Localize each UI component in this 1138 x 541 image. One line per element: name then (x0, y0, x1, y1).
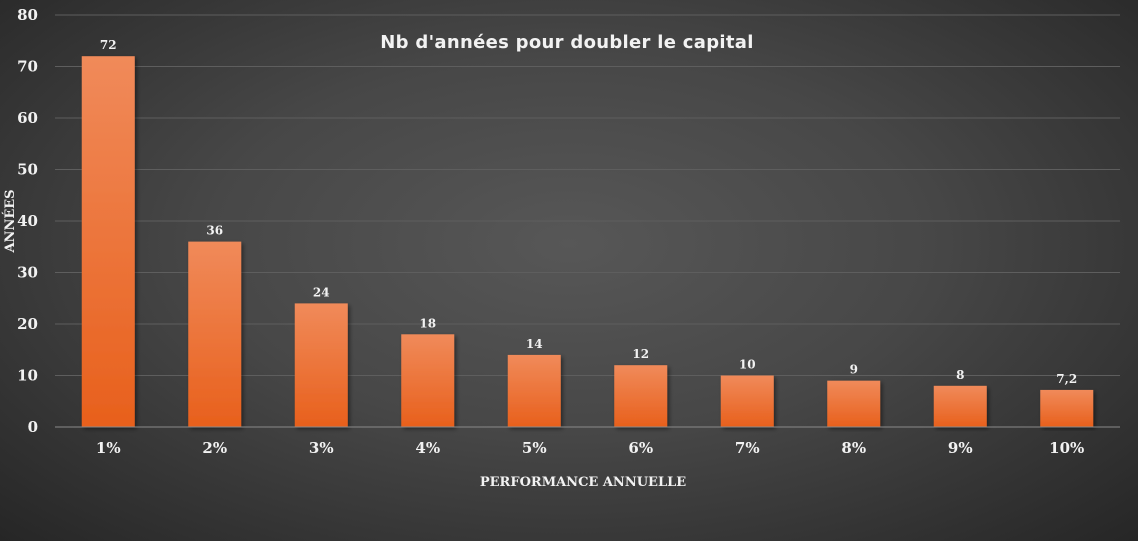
y-tick-label: 20 (17, 315, 38, 333)
data-label: 10 (739, 358, 756, 372)
bar-9pct (933, 385, 987, 427)
bar-1pct (81, 56, 135, 427)
y-tick-label: 10 (17, 367, 38, 385)
bar-5pct (507, 354, 561, 427)
data-label: 36 (206, 224, 223, 238)
x-tick-label: 5% (522, 439, 547, 457)
y-tick-label: 0 (28, 418, 38, 436)
data-label: 7,2 (1056, 372, 1077, 386)
data-label: 8 (956, 368, 964, 382)
x-tick-label: 2% (202, 439, 227, 457)
bars (81, 56, 1094, 427)
x-axis-title: PERFORMANCE ANNUELLE (480, 475, 686, 490)
data-labels: 72 36 24 18 14 12 10 9 8 7,2 (100, 38, 1077, 386)
y-tick-label: 70 (17, 58, 38, 76)
data-label: 9 (850, 363, 858, 377)
bar-3pct (294, 303, 348, 427)
y-tick-label: 50 (17, 161, 38, 179)
x-axis-ticks: 1% 2% 3% 4% 5% 6% 7% 8% 9% 10% (96, 439, 1084, 457)
y-axis-title: ANNÉES (2, 189, 18, 253)
x-tick-label: 1% (96, 439, 121, 457)
y-tick-label: 80 (17, 6, 38, 24)
y-tick-label: 30 (17, 264, 38, 282)
data-label: 18 (419, 316, 436, 330)
x-tick-label: 4% (415, 439, 440, 457)
chart-title: Nb d'années pour doubler le capital (380, 32, 753, 53)
data-label: 24 (313, 285, 330, 299)
bar-2pct (188, 241, 242, 427)
y-tick-label: 60 (17, 109, 38, 127)
x-tick-label: 8% (841, 439, 866, 457)
x-tick-label: 10% (1049, 439, 1084, 457)
y-tick-label: 40 (17, 212, 38, 230)
x-tick-label: 9% (948, 439, 973, 457)
data-label: 14 (526, 337, 543, 351)
y-axis-ticks: 0 10 20 30 40 50 60 70 80 (17, 6, 38, 436)
x-tick-label: 7% (735, 439, 760, 457)
data-label: 12 (632, 347, 649, 361)
x-tick-label: 6% (628, 439, 653, 457)
bar-7pct (720, 375, 774, 427)
data-label: 72 (100, 38, 117, 52)
bar-6pct (614, 365, 668, 427)
bar-4pct (401, 334, 455, 427)
bar-10pct (1040, 389, 1094, 427)
x-tick-label: 3% (309, 439, 334, 457)
bar-8pct (827, 380, 881, 427)
